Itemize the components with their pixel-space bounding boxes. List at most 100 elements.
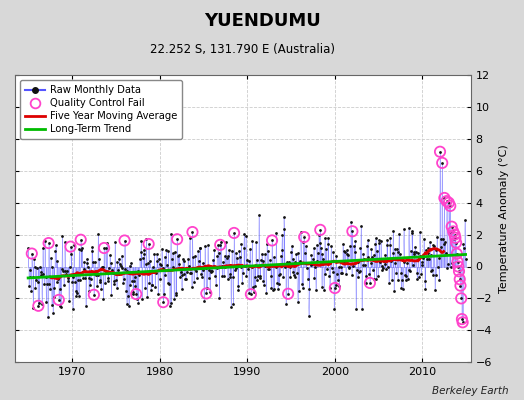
Point (63, 268, 71, 274)
Point (297, 228, 305, 235)
Point (438, 160, 446, 166)
Point (446, 203, 454, 209)
Point (418, 262, 427, 268)
Point (99, 296, 107, 302)
Point (193, 248, 202, 254)
Point (375, 240, 384, 246)
Point (153, 258, 161, 264)
Point (386, 235, 395, 241)
Point (427, 268, 435, 274)
Point (352, 306, 360, 312)
Point (420, 236, 428, 243)
Point (303, 265, 311, 271)
Point (236, 254, 244, 261)
Point (244, 266, 252, 272)
Point (245, 290, 253, 297)
Point (289, 256, 298, 262)
Point (311, 264, 319, 270)
Point (84, 264, 92, 270)
Point (414, 274, 423, 280)
Point (215, 295, 224, 301)
Point (301, 243, 310, 250)
Point (298, 280, 306, 287)
Point (155, 256, 163, 262)
Point (125, 262, 134, 269)
Point (36, 264, 44, 270)
Point (132, 283, 140, 290)
Point (145, 280, 154, 286)
Point (54, 297, 63, 303)
Point (334, 264, 343, 270)
Point (127, 260, 135, 266)
Point (366, 280, 374, 286)
Point (389, 228, 398, 234)
Point (279, 214, 288, 221)
Point (416, 252, 424, 259)
Point (323, 266, 331, 272)
Point (288, 242, 296, 249)
Point (104, 275, 113, 282)
Point (418, 259, 426, 265)
Point (149, 264, 157, 271)
Point (396, 270, 405, 276)
Point (403, 260, 411, 266)
Point (28, 250, 36, 257)
Point (179, 256, 187, 262)
Point (170, 296, 178, 302)
Point (141, 284, 149, 291)
Point (372, 235, 380, 241)
Point (254, 273, 263, 279)
Point (266, 257, 274, 264)
Point (186, 270, 194, 276)
Point (41, 274, 50, 281)
Point (377, 238, 385, 244)
Point (391, 260, 400, 266)
Point (175, 252, 183, 258)
Point (88, 244, 96, 250)
Point (47, 302, 56, 308)
Point (456, 282, 465, 289)
Point (256, 275, 265, 282)
Point (432, 247, 441, 254)
Point (330, 306, 339, 312)
Point (382, 266, 390, 272)
Point (149, 269, 158, 276)
Point (110, 277, 118, 284)
Point (387, 258, 395, 264)
Point (159, 299, 168, 305)
Point (24, 245, 32, 251)
Point (166, 303, 174, 309)
Point (52, 279, 61, 285)
Point (399, 226, 408, 232)
Point (438, 236, 446, 243)
Point (278, 232, 287, 238)
Point (436, 148, 444, 155)
Point (277, 253, 285, 260)
Point (101, 280, 109, 287)
Point (178, 272, 187, 278)
Point (388, 250, 397, 256)
Point (30, 264, 39, 270)
Point (266, 273, 275, 280)
Point (423, 250, 432, 256)
Point (304, 313, 313, 320)
Point (196, 245, 205, 251)
Point (431, 286, 439, 293)
Point (63, 275, 72, 281)
Point (440, 195, 449, 201)
Point (213, 253, 222, 260)
Point (53, 258, 61, 264)
Point (233, 255, 241, 261)
Point (237, 240, 246, 247)
Point (173, 236, 181, 242)
Point (203, 285, 211, 292)
Point (312, 287, 320, 293)
Point (188, 229, 196, 235)
Point (51, 247, 59, 254)
Point (224, 253, 233, 259)
Point (36, 272, 45, 278)
Point (82, 302, 90, 309)
Point (200, 298, 209, 304)
Point (286, 274, 294, 280)
Point (353, 267, 361, 274)
